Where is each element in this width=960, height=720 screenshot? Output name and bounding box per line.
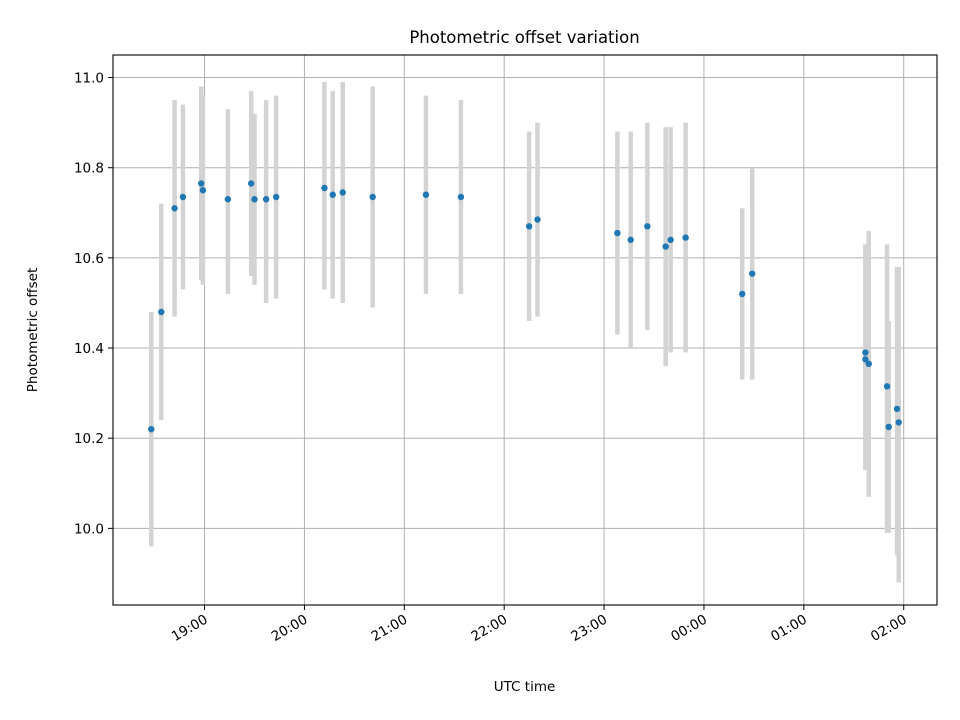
data-points [148, 180, 902, 433]
data-point [862, 356, 869, 363]
y-tick-label: 10.6 [74, 251, 104, 267]
data-point [251, 196, 258, 203]
y-tick-label: 11.0 [74, 71, 104, 87]
error-bars [149, 82, 901, 583]
data-point [885, 423, 892, 431]
data-point [369, 193, 376, 201]
data-point [198, 180, 205, 187]
data-point [865, 360, 872, 368]
x-tick-label: 23:00 [568, 612, 610, 645]
x-tick-label: 21:00 [369, 612, 411, 645]
data-point [148, 425, 155, 433]
data-point [739, 290, 746, 298]
x-axis-ticks: 19:00 20:00 21:00 22:00 23:00 00:00 01:00 02:00 [169, 605, 910, 645]
y-tick-label: 10.8 [74, 161, 104, 177]
data-point [644, 223, 651, 230]
data-point [457, 193, 465, 201]
data-point [667, 236, 674, 244]
x-tick-label: 22:00 [468, 612, 510, 645]
data-point [199, 187, 207, 194]
data-point [224, 196, 232, 203]
data-point [682, 234, 689, 241]
x-tick-label: 20:00 [269, 612, 311, 645]
data-point [627, 236, 634, 244]
data-point [614, 229, 621, 237]
data-point [321, 184, 328, 192]
data-point [883, 383, 891, 390]
data-point [893, 405, 901, 413]
chart-title: Photometric offset variation [409, 28, 639, 47]
x-tick-label: 01:00 [768, 612, 810, 645]
grid [113, 55, 937, 605]
y-tick-label: 10.4 [74, 341, 104, 357]
data-point [339, 189, 346, 196]
x-axis-label: UTC time [494, 679, 556, 695]
data-point [662, 243, 669, 250]
y-axis-ticks: 10.0 10.2 10.4 10.6 10.8 11.0 [74, 71, 113, 537]
data-point [422, 191, 430, 198]
data-point [179, 193, 187, 201]
data-point [171, 205, 178, 212]
data-point [247, 180, 255, 187]
data-point [862, 349, 869, 356]
data-point [534, 216, 541, 223]
data-point [525, 223, 533, 230]
x-tick-label: 19:00 [169, 612, 211, 645]
data-point [329, 191, 336, 198]
data-point [158, 308, 165, 316]
data-point [272, 193, 280, 201]
y-tick-label: 10.0 [74, 521, 104, 537]
data-point [262, 196, 270, 203]
plot-frame [112, 54, 938, 606]
y-axis-label: Photometric offset [25, 268, 41, 392]
data-point [895, 419, 902, 426]
y-tick-label: 10.2 [74, 431, 104, 447]
x-tick-label: 02:00 [868, 612, 910, 645]
x-tick-label: 00:00 [668, 612, 710, 645]
data-point [749, 270, 756, 277]
